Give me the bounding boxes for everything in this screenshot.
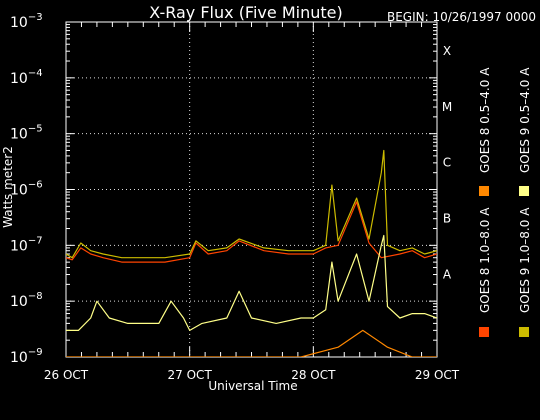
x-tick-label: 26 OCT <box>44 368 89 382</box>
y-tick-label: 10−5 <box>10 124 43 143</box>
plot-frame <box>65 21 438 358</box>
x-tick-label: 28 OCT <box>291 368 336 382</box>
y-tick-label: 10−3 <box>10 12 43 31</box>
y-tick-label: 10−7 <box>10 235 43 254</box>
flare-class-label: X <box>443 44 451 58</box>
y-tick-label: 10−9 <box>10 347 43 366</box>
legend-swatch-4 <box>519 186 529 196</box>
flare-class-label: M <box>442 100 452 114</box>
legend-swatch-2 <box>479 186 489 196</box>
legend-label-4: GOES 9 0.5–4.0 A <box>518 67 532 173</box>
flare-class-label: A <box>443 267 452 281</box>
series-line-2 <box>66 329 437 357</box>
series-line-3 <box>66 149 437 259</box>
begin-label: BEGIN: 10/26/1997 0000 <box>387 10 536 24</box>
series-line-1 <box>66 201 437 263</box>
legend-label-2: GOES 8 0.5–4.0 A <box>478 67 492 173</box>
legend-swatch-3 <box>519 327 529 337</box>
x-axis-label: Universal Time <box>208 379 297 393</box>
series-line-4 <box>66 234 437 331</box>
chart-title: X-Ray Flux (Five Minute) <box>149 3 342 22</box>
legend-label-3: GOES 9 1.0–8.0 A <box>518 207 532 313</box>
x-tick-label: 27 OCT <box>168 368 213 382</box>
legend-swatch-1 <box>479 327 489 337</box>
flare-class-label: B <box>443 211 451 225</box>
y-tick-label: 10−4 <box>10 68 43 87</box>
y-tick-label: 10−6 <box>10 180 43 199</box>
legend-label-1: GOES 8 1.0–8.0 A <box>478 207 492 313</box>
y-axis-label: Watts meter2 <box>1 146 15 228</box>
x-tick-label: 29 OCT <box>415 368 460 382</box>
y-tick-label: 10−8 <box>10 291 43 310</box>
flare-class-label: C <box>443 156 451 170</box>
